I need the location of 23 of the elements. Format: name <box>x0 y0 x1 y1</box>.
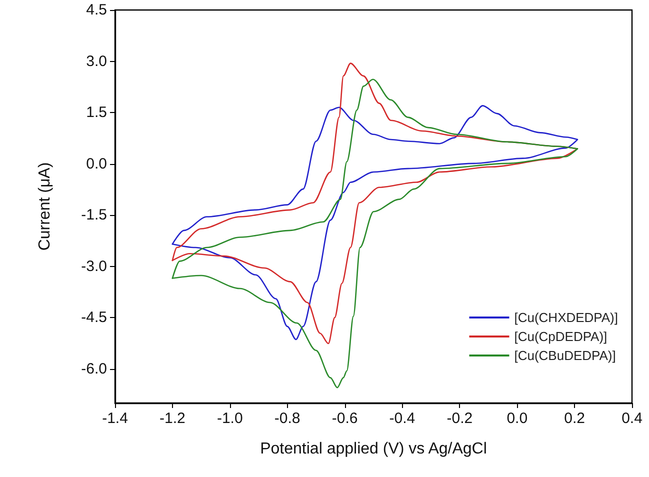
y-tick-label: -4.5 <box>81 309 107 326</box>
x-tick-label: 0.4 <box>622 410 642 427</box>
y-axis-title: Current (μA) <box>36 162 54 251</box>
legend-label: [Cu(CpDEDPA)] <box>514 329 608 344</box>
x-tick-label: -0.2 <box>446 410 473 427</box>
y-tick-label: 4.5 <box>86 2 107 18</box>
x-tick-label: -1.0 <box>216 410 243 427</box>
y-tick-label: 3.0 <box>86 52 107 70</box>
y-tick-label: -6.0 <box>81 360 107 378</box>
x-tick-label: 0.2 <box>564 410 585 427</box>
y-tick-label: -3.0 <box>81 258 107 275</box>
y-tick-label: 1.5 <box>86 104 107 122</box>
legend-label: [Cu(CBuDEDPA)] <box>514 348 616 363</box>
x-axis-title: Potential applied (V) vs Ag/AgCl <box>260 440 487 458</box>
y-tick-label: 0.0 <box>86 155 107 172</box>
x-tick-label: 0.0 <box>506 410 528 427</box>
x-tick-label: -1.4 <box>102 410 128 427</box>
x-tick-label: -1.2 <box>160 410 186 427</box>
x-tick-label: -0.8 <box>274 410 300 427</box>
y-tick-label: -1.5 <box>81 206 107 224</box>
legend-label: [Cu(CHXDEDPA)] <box>514 310 618 325</box>
x-tick-label: -0.4 <box>389 410 416 427</box>
x-tick-label: -0.6 <box>332 410 358 427</box>
